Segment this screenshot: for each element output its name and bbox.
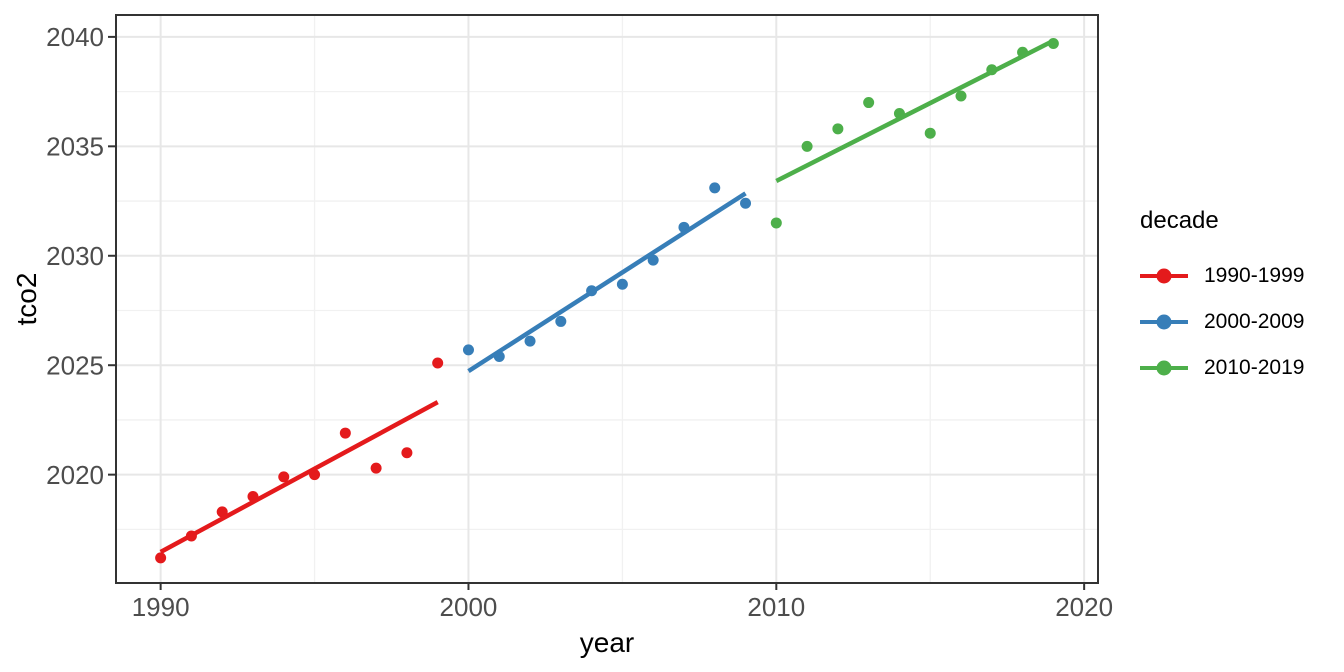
x-axis-title: year [580, 627, 634, 658]
y-tick-label: 2030 [46, 241, 104, 271]
legend-entry: 2000-2009 [1140, 307, 1304, 337]
data-point [278, 471, 290, 483]
trend-line-1990-1999 [159, 400, 439, 554]
data-point [709, 182, 721, 194]
x-tick-label: 2000 [440, 592, 498, 622]
legend-key-dot [1156, 268, 1172, 284]
series-points-2000-2009 [462, 182, 752, 362]
data-point [339, 427, 351, 439]
legend-label: 2010-2019 [1204, 356, 1305, 379]
data-point [955, 90, 967, 102]
y-tick-label: 2035 [46, 131, 104, 161]
x-tick-label: 2020 [1055, 592, 1113, 622]
major-gridlines [116, 15, 1098, 583]
x-tick-label: 2010 [747, 592, 805, 622]
legend-key-icon [1140, 268, 1188, 284]
axis-ticks: 1990 2000 2010 2020 2020 2025 2030 2035 2040 [46, 22, 1113, 622]
data-point [555, 315, 567, 327]
legend-key-icon [1140, 360, 1188, 376]
legend-key-dot [1156, 360, 1172, 376]
legend-entry: 1990-1999 [1140, 261, 1304, 291]
trend-line-2000-2009 [467, 191, 747, 374]
data-point [432, 357, 444, 369]
legend-label: 2000-2009 [1204, 310, 1305, 333]
legend-entries: 1990-1999 2000-2009 2010-2019 [1140, 261, 1304, 383]
data-point [924, 127, 936, 139]
y-tick-label: 2040 [46, 22, 104, 52]
legend-label: 1990-1999 [1204, 264, 1305, 287]
data-point [370, 462, 382, 474]
data-point [462, 344, 474, 356]
plot-panel: 1990 2000 2010 2020 2020 2025 2030 2035 2040 [46, 14, 1113, 622]
y-tick-label: 2025 [46, 350, 104, 380]
x-tick-label: 1990 [132, 592, 190, 622]
data-point [801, 140, 813, 152]
legend-key-icon [1140, 314, 1188, 330]
legend-title: decade [1140, 207, 1219, 234]
data-point [832, 123, 844, 135]
y-tick-label: 2020 [46, 460, 104, 490]
y-axis-title: tco2 [11, 273, 42, 326]
trend-line-2010-2019 [775, 38, 1055, 183]
series-points-2010-2019 [770, 37, 1059, 229]
data-point [401, 447, 413, 459]
data-point [647, 254, 659, 266]
legend-key-dot [1156, 314, 1172, 330]
minor-gridlines [116, 15, 1098, 583]
data-point [616, 278, 628, 290]
data-point [216, 506, 228, 518]
data-point [863, 97, 875, 109]
data-point [155, 552, 167, 564]
legend: decade 1990-1999 2000-2009 2010-2019 [1140, 207, 1304, 399]
data-point [524, 335, 536, 347]
legend-entry: 2010-2019 [1140, 353, 1304, 383]
data-point [770, 217, 782, 229]
panel-border [115, 14, 1099, 584]
data-point [740, 197, 752, 209]
